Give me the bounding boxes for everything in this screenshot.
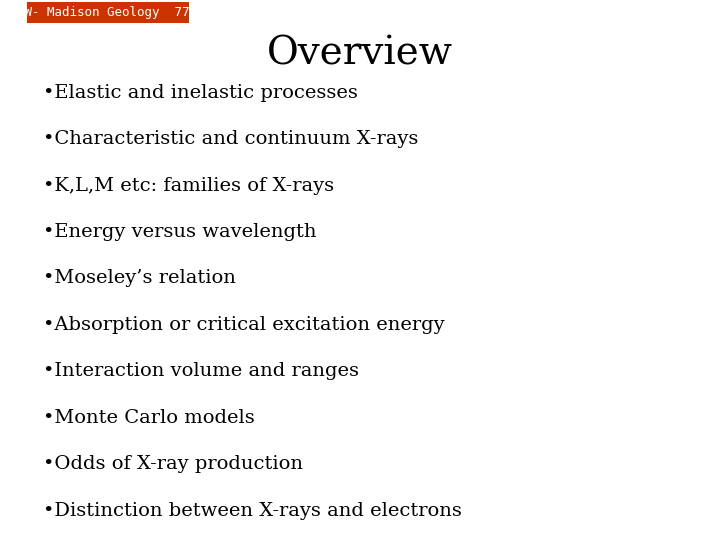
Text: •Energy versus wavelength: •Energy versus wavelength — [43, 223, 317, 241]
Text: •Interaction volume and ranges: •Interaction volume and ranges — [43, 362, 359, 380]
FancyBboxPatch shape — [27, 2, 189, 23]
Text: •Moseley’s relation: •Moseley’s relation — [43, 269, 236, 287]
Text: •Monte Carlo models: •Monte Carlo models — [43, 409, 255, 427]
Text: •Absorption or critical excitation energy: •Absorption or critical excitation energ… — [43, 316, 445, 334]
Text: •Odds of X-ray production: •Odds of X-ray production — [43, 455, 303, 473]
Text: Overview: Overview — [267, 35, 453, 72]
Text: UW- Madison Geology  777: UW- Madison Geology 777 — [17, 6, 197, 19]
Text: •K,L,M etc: families of X-rays: •K,L,M etc: families of X-rays — [43, 177, 334, 194]
Text: •Elastic and inelastic processes: •Elastic and inelastic processes — [43, 84, 358, 102]
Text: •Characteristic and continuum X-rays: •Characteristic and continuum X-rays — [43, 130, 418, 148]
Text: •Distinction between X-rays and electrons: •Distinction between X-rays and electron… — [43, 502, 462, 519]
